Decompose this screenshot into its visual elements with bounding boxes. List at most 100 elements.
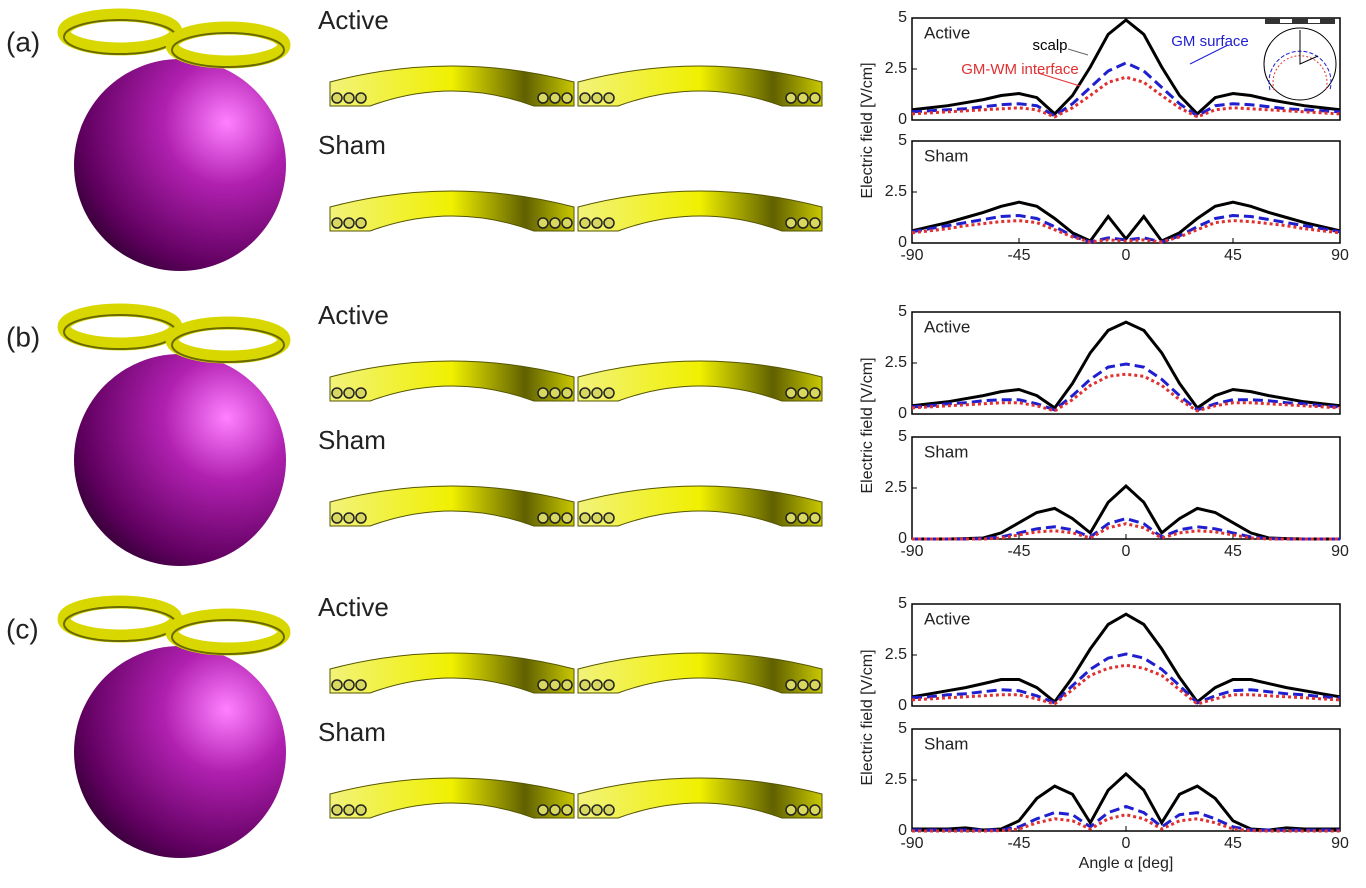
wire [786,805,796,815]
wire [580,805,590,815]
wire [332,218,342,228]
wire [538,680,548,690]
wire [344,218,354,228]
wire [786,93,796,103]
y-tick-label: 2.5 [885,183,907,200]
wire [332,805,342,815]
y-tick-label: 2.5 [885,60,907,77]
wire [798,218,808,228]
wire [356,388,366,398]
y-axis-label: Electric field [V/cm] [859,357,876,493]
wire [562,218,572,228]
wire [538,513,548,523]
wire [604,680,614,690]
wire [332,513,342,523]
wire [538,388,548,398]
wire [798,388,808,398]
y-tick-label: 2.5 [885,771,907,788]
wire [344,513,354,523]
x-tick-label: -45 [1007,543,1030,560]
coil-segment [330,778,574,818]
wire [344,93,354,103]
sphere [74,646,286,858]
panel-label: (c) [6,613,39,644]
panel-title: Sham [924,442,968,461]
coil-segment [330,66,574,106]
y-tick-label: 5 [898,132,907,149]
wire [550,513,560,523]
coil-segment [578,778,822,818]
coil-label: Active [318,300,389,330]
panel-title: Sham [924,146,968,165]
inset-coil-gap [1308,19,1320,23]
coil-segment [330,361,574,401]
wire [550,218,560,228]
wire [356,93,366,103]
wire [786,513,796,523]
coil-segment [330,486,574,526]
wire [562,680,572,690]
wire [592,805,602,815]
y-tick-label: 0 [898,111,907,128]
x-tick-label: -45 [1007,835,1030,852]
coil-label: Active [318,592,389,622]
y-tick-label: 0 [898,697,907,714]
wire [786,218,796,228]
wire [604,513,614,523]
wire [810,805,820,815]
y-tick-label: 2.5 [885,479,907,496]
figure: (a) Active Sham (b) Active Sham (c) Active Sham 0… [0,0,1366,888]
wire [356,218,366,228]
wire [562,93,572,103]
coil-label: Sham [318,717,386,747]
wire [786,680,796,690]
y-tick-label: 5 [898,595,907,612]
wire [562,805,572,815]
panel-label: (b) [6,321,40,352]
y-tick-label: 5 [898,428,907,445]
wire [798,93,808,103]
panel-title: Sham [924,734,968,753]
panel-title: Active [924,23,970,42]
wire [550,388,560,398]
wire [562,388,572,398]
x-tick-label: 45 [1224,543,1242,560]
x-tick-label: 90 [1331,247,1349,264]
y-tick-label: 2.5 [885,646,907,663]
wire [332,680,342,690]
coil-label: Sham [318,425,386,455]
wire [344,388,354,398]
wire [592,680,602,690]
y-tick-label: 2.5 [885,354,907,371]
x-tick-label: -90 [900,543,923,560]
y-tick-label: 5 [898,720,907,737]
y-tick-label: 0 [898,405,907,422]
panel-label: (a) [6,26,40,57]
coil-segment [330,191,574,231]
wire [810,388,820,398]
legend-label: scalp [1032,37,1067,54]
x-tick-label: 90 [1331,543,1349,560]
wire [580,680,590,690]
wire [810,218,820,228]
x-axis-label: Angle α [deg] [1079,855,1174,872]
x-tick-label: -90 [900,247,923,264]
wire [332,93,342,103]
wire [580,388,590,398]
coil-segment [578,486,822,526]
wire [798,680,808,690]
coil-label: Active [318,5,389,35]
wire [798,513,808,523]
wire [580,93,590,103]
wire [538,93,548,103]
coil-label: Sham [318,130,386,160]
wire [604,388,614,398]
x-tick-label: 0 [1122,835,1131,852]
wire [810,93,820,103]
wire [550,680,560,690]
x-tick-label: 0 [1122,247,1131,264]
y-tick-label: 5 [898,9,907,26]
panel-title: Active [924,609,970,628]
wire [810,513,820,523]
inset-coil [1265,18,1335,24]
